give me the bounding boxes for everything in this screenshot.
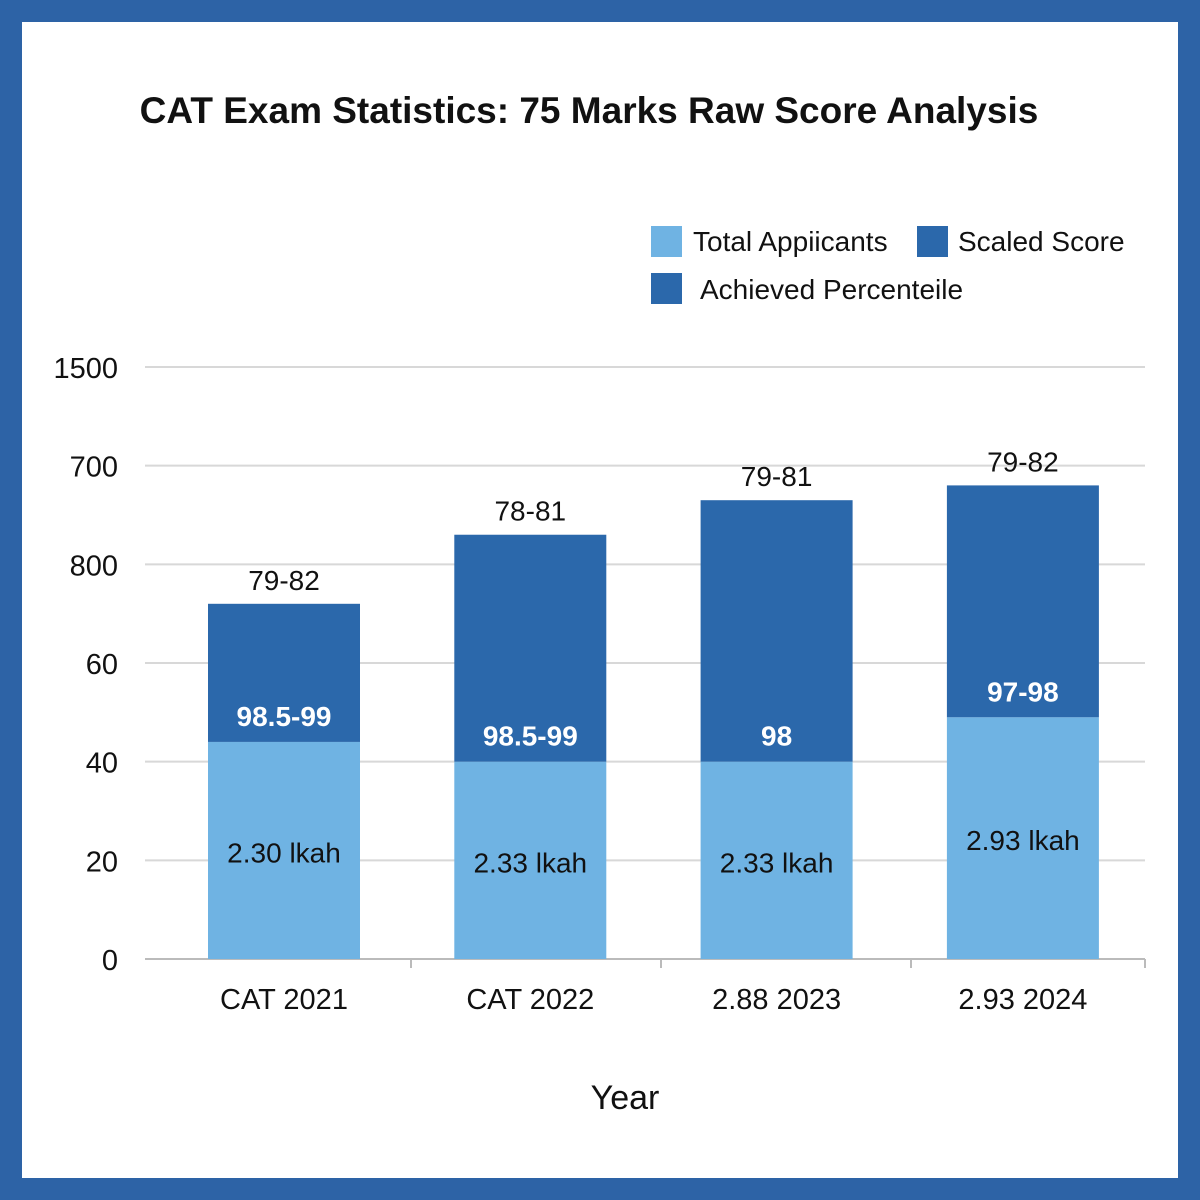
legend-swatch-total-applicants (651, 226, 682, 257)
data-label-applicants: 2.93 lkah (966, 825, 1080, 856)
data-label-top: 79-82 (248, 565, 320, 596)
chart-title: CAT Exam Statistics: 75 Marks Raw Score … (140, 90, 1039, 131)
data-label-applicants: 2.33 lkah (473, 847, 587, 878)
bar-total-applicants (208, 741, 360, 959)
data-label-percentile: 98 (761, 721, 792, 752)
data-label-percentile: 98.5-99 (237, 701, 332, 732)
y-tick-label: 1500 (53, 353, 118, 385)
bar-achieved-percentile (700, 500, 853, 762)
y-tick-label: 700 (70, 452, 118, 484)
y-tick-label: 60 (86, 649, 118, 681)
x-tick-label: CAT 2021 (220, 984, 348, 1016)
bar-achieved-percentile (454, 534, 607, 762)
legend-label-total-applicants: Total Appiicants (693, 226, 888, 257)
x-tick-label: CAT 2022 (466, 984, 594, 1016)
y-tick-label: 0 (102, 945, 118, 977)
legend: Total Appiicants Scaled Score Achieved P… (651, 226, 1125, 305)
x-tick-label: 2.93 2024 (958, 984, 1087, 1016)
data-label-top: 79-81 (741, 461, 813, 492)
x-tick-label: 2.88 2023 (712, 984, 841, 1016)
data-label-percentile: 98.5-99 (483, 721, 578, 752)
data-label-top: 79-82 (987, 446, 1059, 477)
legend-label-achieved-percentile: Achieved Percenteile (700, 274, 963, 305)
y-tick-label: 40 (86, 748, 118, 780)
legend-label-scaled-score: Scaled Score (958, 226, 1125, 257)
data-label-applicants: 2.33 lkah (720, 847, 834, 878)
y-tick-label: 20 (86, 846, 118, 878)
x-axis-label: Year (591, 1079, 660, 1117)
bar-achieved-percentile (208, 603, 360, 742)
bar-achieved-percentile (946, 485, 1099, 718)
data-label-applicants: 2.30 lkah (227, 837, 341, 868)
bar-total-applicants (454, 761, 607, 959)
bar-total-applicants (946, 717, 1099, 959)
bar-total-applicants (700, 761, 853, 959)
data-label-top: 78-81 (494, 496, 566, 527)
y-tick-label: 800 (70, 550, 118, 582)
legend-swatch-scaled-score (917, 226, 948, 257)
legend-swatch-achieved-percentile (651, 273, 682, 304)
data-label-percentile: 97-98 (987, 676, 1059, 707)
